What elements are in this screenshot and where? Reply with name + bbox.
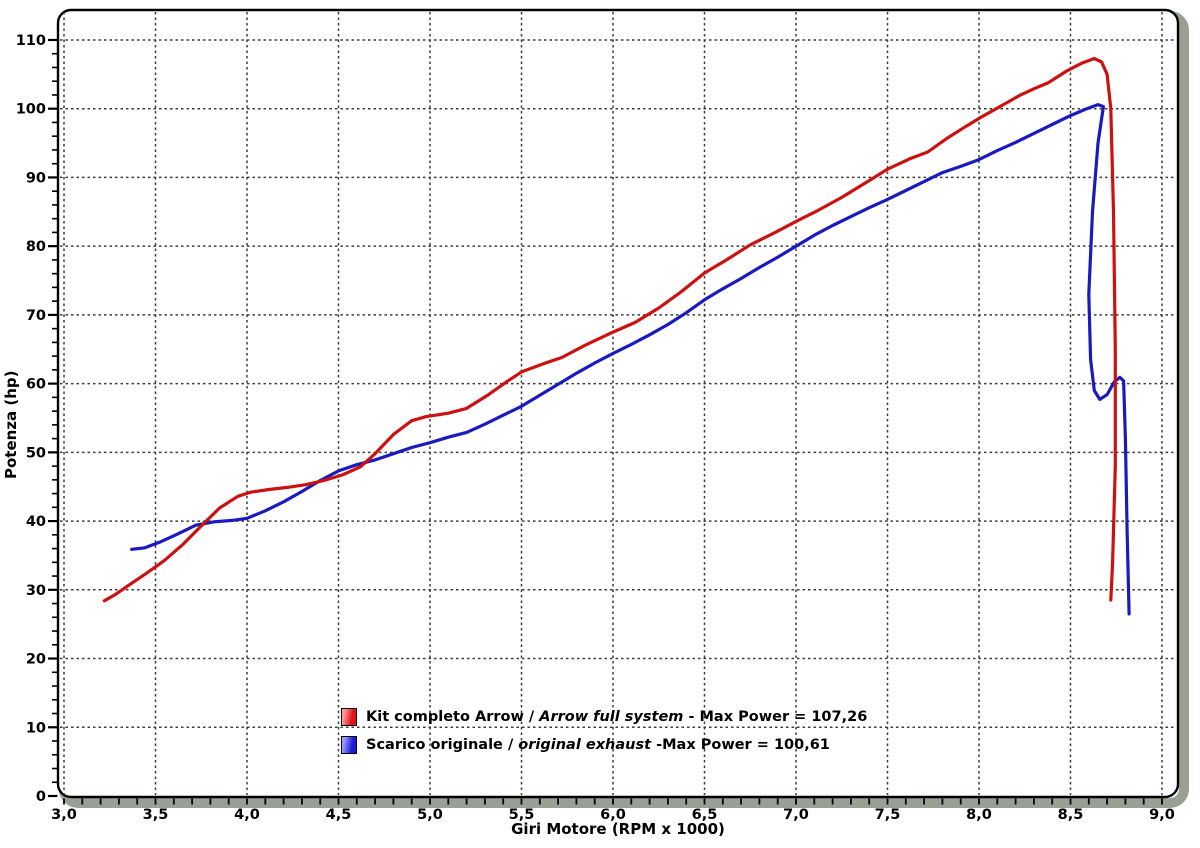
svg-text:7,0: 7,0 — [783, 807, 809, 823]
svg-text:80: 80 — [26, 239, 46, 255]
y-axis-ticks — [48, 38, 58, 798]
svg-text:90: 90 — [26, 170, 46, 186]
plot-frame — [56, 8, 1180, 799]
svg-text:4,0: 4,0 — [234, 807, 260, 823]
legend: Kit completo Arrow / Arrow full system -… — [341, 703, 867, 759]
svg-text:110: 110 — [16, 33, 46, 49]
red-legend-swatch — [341, 708, 357, 726]
svg-text:40: 40 — [26, 514, 46, 530]
svg-text:100: 100 — [16, 102, 46, 118]
legend-row-original: Scarico originale / original exhaust -Ma… — [341, 731, 867, 759]
svg-text:50: 50 — [26, 445, 46, 461]
legend-row-arrow: Kit completo Arrow / Arrow full system -… — [341, 703, 867, 731]
svg-text:3,5: 3,5 — [143, 807, 169, 823]
gridlines — [60, 12, 1176, 795]
svg-text:70: 70 — [26, 308, 46, 324]
y-tick-labels: 0 10 20 30 40 50 60 70 80 90 100 110 — [16, 33, 46, 805]
svg-text:3,0: 3,0 — [51, 807, 77, 823]
svg-text:4,5: 4,5 — [326, 807, 352, 823]
x-axis-title: Giri Motore (RPM x 1000) — [511, 820, 725, 838]
svg-text:9,0: 9,0 — [1149, 807, 1175, 823]
legend-label-arrow: Kit completo Arrow / Arrow full system -… — [366, 709, 868, 725]
svg-text:10: 10 — [26, 720, 46, 736]
legend-label-original: Scarico originale / original exhaust -Ma… — [366, 737, 830, 753]
x-tick-labels: 3,0 3,5 4,0 4,5 5,0 5,5 6,0 6,5 7,0 7,5 8,0 8,5 9,0 — [51, 807, 1175, 823]
svg-text:8,5: 8,5 — [1058, 807, 1084, 823]
svg-text:7,5: 7,5 — [875, 807, 901, 823]
svg-text:6,5: 6,5 — [692, 807, 718, 823]
svg-text:5,5: 5,5 — [509, 807, 535, 823]
series-original-curve — [130, 102, 1131, 616]
svg-text:6,0: 6,0 — [600, 807, 626, 823]
x-axis-ticks — [63, 798, 1163, 805]
blue-legend-swatch — [341, 736, 357, 754]
svg-text:30: 30 — [26, 583, 46, 599]
series-arrow-curve — [102, 56, 1117, 603]
svg-text:5,0: 5,0 — [417, 807, 443, 823]
svg-text:8,0: 8,0 — [966, 807, 992, 823]
svg-text:60: 60 — [26, 377, 46, 393]
svg-text:20: 20 — [26, 652, 46, 668]
y-axis-title: Potenza (hp) — [2, 370, 20, 480]
svg-text:0: 0 — [36, 789, 46, 805]
